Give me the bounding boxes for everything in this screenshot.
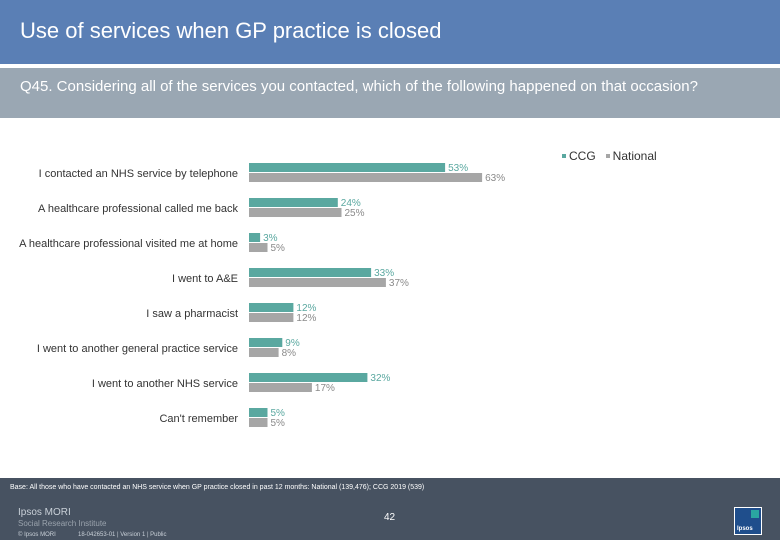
data-label-national: 63%	[485, 173, 505, 184]
footer: Base: All those who have contacted an NH…	[0, 478, 780, 540]
category-label: Can't remember	[159, 413, 238, 425]
data-label-ccg: 9%	[285, 338, 300, 349]
bar-ccg	[249, 233, 261, 242]
bar-national	[249, 243, 268, 252]
logo-corner	[751, 510, 759, 518]
bar-ccg	[249, 303, 294, 312]
bar-national	[249, 313, 294, 322]
bar-ccg	[249, 268, 372, 277]
data-label-national: 8%	[282, 348, 297, 359]
legend-swatch-ccg	[562, 154, 566, 158]
logo-text: Ipsos	[737, 526, 753, 532]
data-label-ccg: 3%	[263, 233, 278, 244]
category-label: I went to another NHS service	[92, 378, 238, 390]
legend-swatch-national	[605, 154, 610, 158]
page-title: Use of services when GP practice is clos…	[20, 18, 442, 43]
category-label: I saw a pharmacist	[146, 308, 238, 320]
data-label-ccg: 53%	[448, 163, 468, 174]
data-label-national: 5%	[271, 243, 286, 254]
category-label: A healthcare professional visited me at …	[19, 238, 238, 250]
category-label: A healthcare professional called me back	[38, 203, 238, 215]
bar-ccg	[249, 198, 338, 207]
data-label-ccg: 12%	[296, 303, 316, 314]
category-label: I went to A&E	[172, 273, 238, 285]
bar-ccg	[249, 338, 283, 347]
question-text: Q45. Considering all of the services you…	[20, 78, 698, 95]
legend-item-ccg: CCG	[562, 149, 596, 163]
bar-national	[249, 278, 386, 287]
data-label-national: 5%	[271, 418, 286, 429]
chart-legend: CCG National	[562, 149, 657, 163]
data-label-ccg: 33%	[374, 268, 394, 279]
bar-ccg	[249, 408, 268, 417]
bar-national	[249, 208, 342, 217]
base-note: Base: All those who have contacted an NH…	[10, 484, 425, 491]
bar-national	[249, 173, 483, 182]
data-label-national: 12%	[296, 313, 316, 324]
page-number: 42	[384, 512, 396, 523]
data-label-national: 25%	[345, 208, 365, 219]
bar-ccg	[249, 373, 368, 382]
question-bar: Q45. Considering all of the services you…	[0, 68, 780, 118]
legend-label-ccg: CCG	[569, 149, 596, 163]
category-label: I went to another general practice servi…	[37, 343, 238, 355]
job-number: 18-042653-01 | Version 1 | Public	[78, 532, 167, 538]
data-label-national: 37%	[389, 278, 409, 289]
bar-national	[249, 348, 279, 357]
ipsos-logo: Ipsos	[734, 507, 762, 535]
bar-national	[249, 418, 268, 427]
header-bar: Use of services when GP practice is clos…	[0, 0, 780, 64]
legend-item-national: National	[605, 149, 657, 163]
legend-label-national: National	[612, 149, 657, 163]
data-label-ccg: 24%	[341, 198, 361, 209]
bar-chart: I contacted an NHS service by telephone 5…	[19, 163, 505, 429]
brand-name: Ipsos MORI	[18, 507, 71, 518]
bar-ccg	[249, 163, 446, 172]
bar-national	[249, 383, 312, 392]
category-label: I contacted an NHS service by telephone	[39, 168, 238, 180]
brand-subtitle: Social Research Institute	[18, 519, 107, 528]
copyright: © Ipsos MORI	[18, 532, 56, 538]
data-label-ccg: 5%	[271, 408, 286, 419]
data-label-ccg: 32%	[370, 373, 390, 384]
data-label-national: 17%	[315, 383, 335, 394]
